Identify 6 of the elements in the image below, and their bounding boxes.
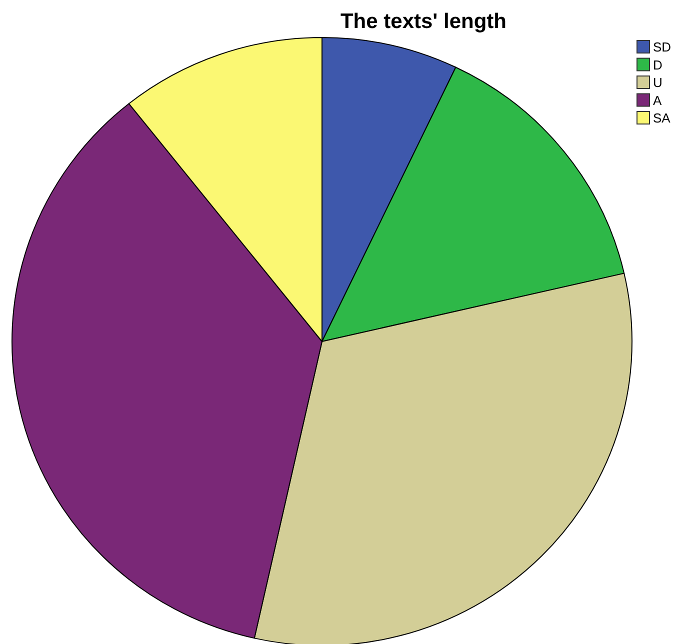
legend-label: D [653,57,662,72]
legend-label: A [653,92,662,108]
legend-label: SA [653,110,671,126]
chart-title: The texts' length [340,10,507,33]
legend-label: SD [653,40,672,54]
legend-label: U [653,75,662,90]
